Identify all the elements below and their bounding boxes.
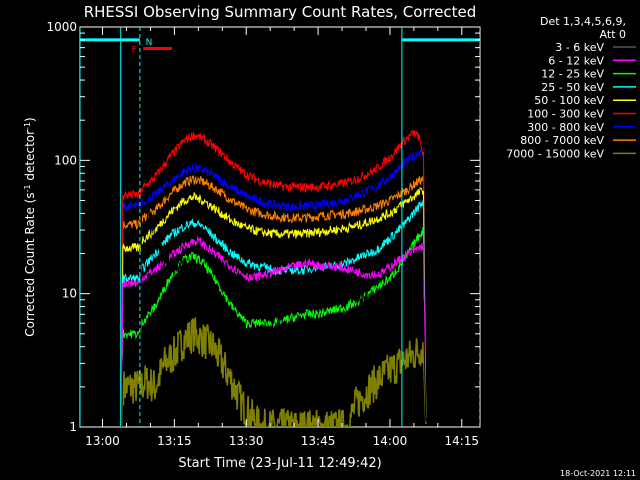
series-line-5 xyxy=(121,129,427,427)
y-tick-label-2: 10 xyxy=(62,287,77,301)
y-axis-label: Corrected Count Rate (s-1 detector-1) xyxy=(23,117,38,336)
marker-label-3: N xyxy=(146,38,153,48)
x-tick-label-4: 14:00 xyxy=(373,434,408,448)
chart-title: RHESSI Observing Summary Count Rates, Co… xyxy=(84,3,477,21)
legend-label-7: 800 - 7000 keV xyxy=(520,134,604,147)
y-tick-label-3: 1 xyxy=(69,420,77,434)
footer-timestamp: 18-Oct-2021 12:11 xyxy=(560,469,636,478)
y-axis-label-part: -1 xyxy=(23,122,32,130)
x-tick-label-2: 13:30 xyxy=(229,434,264,448)
series-line-3 xyxy=(121,200,427,427)
y-axis-label-part: detector xyxy=(23,130,37,185)
x-tick-label-3: 13:45 xyxy=(301,434,336,448)
legend-label-3: 25 - 50 keV xyxy=(541,81,604,94)
axes: 13:00 13:15 13:30 13:45 14:00 14:15 1000 100 10 1 xyxy=(46,20,480,448)
marker-label-2: F xyxy=(132,45,137,55)
legend-label-5: 100 - 300 keV xyxy=(527,108,604,121)
legend-header-0: Det 1,3,4,5,6,9, xyxy=(540,15,626,28)
series-line-7 xyxy=(121,174,427,427)
series-line-4 xyxy=(121,187,427,427)
y-axis-label-part: Corrected Count Rate (s xyxy=(23,192,37,336)
x-axis-label: Start Time (23-Jul-11 12:49:42) xyxy=(178,456,381,471)
legend-label-8: 7000 - 15000 keV xyxy=(506,147,604,160)
x-tick-label-5: 14:15 xyxy=(444,434,479,448)
series-line-1 xyxy=(121,236,427,427)
legend-label-1: 6 - 12 keV xyxy=(548,54,604,67)
legend-header-1: Att 0 xyxy=(600,28,626,41)
series-line-6 xyxy=(121,149,427,427)
series-line-2 xyxy=(121,227,427,427)
series-line-8 xyxy=(120,317,427,427)
legend-label-2: 12 - 25 keV xyxy=(541,68,604,81)
y-axis-label-part: -1 xyxy=(23,184,32,192)
legend-label-6: 300 - 800 keV xyxy=(527,121,604,134)
series-line-0 xyxy=(121,191,427,427)
legend-label-0: 3 - 6 keV xyxy=(555,41,604,54)
legend-label-4: 50 - 100 keV xyxy=(534,94,604,107)
y-axis-label-part: ) xyxy=(23,117,37,122)
y-tick-label-0: 1000 xyxy=(46,20,77,34)
x-tick-label-0: 13:00 xyxy=(85,434,120,448)
x-tick-label-1: 13:15 xyxy=(157,434,192,448)
y-tick-label-1: 100 xyxy=(54,153,77,167)
